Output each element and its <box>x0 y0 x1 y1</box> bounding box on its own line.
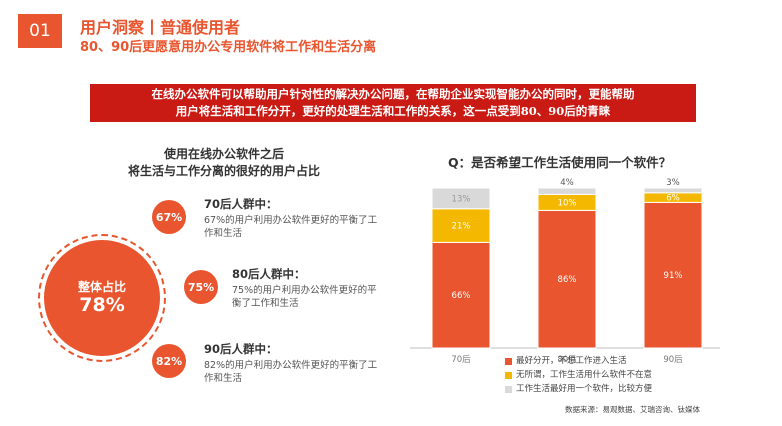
legend-label-best: 最好分开，不想工作进入生活 <box>516 356 627 366</box>
group-80-desc: 75%的用户利用办公软件更好的平衡了工作和生活 <box>232 285 377 309</box>
bar-same-1 <box>537 187 597 195</box>
bar-same-0 <box>431 187 491 210</box>
page-subtitle: 80、90后更愿意用办公专用软件将工作和生活分离 <box>80 40 377 55</box>
overall-circle: 整体占比 78% <box>44 240 160 356</box>
overall-label: 整体占比 <box>77 280 126 294</box>
data-label-indifferent-0: 21% <box>452 222 471 232</box>
chart-legend: 最好分开，不想工作进入生活 无所谓，工作生活用什么软件不在意 工作生活最好用一个… <box>505 354 652 396</box>
bar-same-2 <box>643 187 703 194</box>
data-label-same-0: 13% <box>452 194 471 204</box>
data-label-best-1: 86% <box>558 275 577 285</box>
bar-best-2 <box>643 201 703 349</box>
data-label-same-1: 4% <box>560 178 574 188</box>
data-label-best-2: 91% <box>664 271 683 281</box>
data-label-indifferent-1: 10% <box>558 198 577 208</box>
legend-item-same: 工作生活最好用一个软件，比较方便 <box>505 382 652 396</box>
banner-line-1: 在线办公软件可以帮助用户针对性的解决办公问题，在帮助企业实现智能办公的同时，更能… <box>151 87 635 101</box>
x-tick-label-0: 70后 <box>451 354 471 365</box>
page-title: 用户洞察丨普通使用者 <box>80 18 241 37</box>
overall-value: 78% <box>79 294 125 316</box>
legend-label-indifferent: 无所谓，工作生活用什么软件不在意 <box>516 370 653 380</box>
legend-swatch-best <box>505 357 512 365</box>
x-tick-label-2: 90后 <box>663 354 683 365</box>
summary-banner: 在线办公软件可以帮助用户针对性的解决办公问题，在帮助企业实现智能办公的同时，更能… <box>90 84 696 122</box>
data-source: 数据来源：易观数据、艾瑞咨询、钛媒体 <box>565 405 700 414</box>
bar-best-1 <box>537 209 597 349</box>
section-number-badge: 01 <box>18 14 62 48</box>
group-90-desc: 82%的用户利用办公软件更好的平衡了工作和生活 <box>204 360 378 384</box>
group-80-pct-circle: 75% <box>184 270 218 304</box>
group-90-pct-circle: 82% <box>152 344 186 378</box>
legend-item-best: 最好分开，不想工作进入生活 <box>505 354 652 368</box>
x-tick-label-1: 80后 <box>557 354 577 365</box>
banner-line-2: 用户将生活和工作分开，更好的处理生活和工作的关系，这一点受到80、90后的青睐 <box>175 104 611 118</box>
left-title-line-1: 使用在线办公软件之后 <box>163 147 284 161</box>
legend-label-same: 工作生活最好用一个软件，比较方便 <box>516 384 653 394</box>
data-label-best-0: 66% <box>452 291 471 301</box>
bar-best-0 <box>431 241 491 349</box>
data-label-same-2: 3% <box>666 178 680 188</box>
overall-circle-ring <box>38 234 166 362</box>
group-70-pct-circle: 67% <box>152 200 186 234</box>
left-title-line-2: 将生活与工作分离的很好的用户占比 <box>127 164 320 178</box>
group-90-title: 90后人群中： <box>204 342 278 356</box>
group-80-title: 80后人群中： <box>232 267 306 281</box>
group-70-title: 70后人群中： <box>204 197 278 211</box>
chart-title: Q：是否希望工作生活使用同一个软件？ <box>448 155 672 170</box>
left-section-title: 使用在线办公软件之后 将生活与工作分离的很好的用户占比 <box>104 146 344 180</box>
bar-indifferent-0 <box>431 208 491 243</box>
legend-item-indifferent: 无所谓，工作生活用什么软件不在意 <box>505 368 652 382</box>
stacked-bar-chart: 66% 21% 13% 70后 86% 10% 4% 80后 91% 6% 3% 90后 <box>410 178 720 365</box>
group-70-desc: 67%的用户利用办公软件更好的平衡了工作和生活 <box>204 215 378 239</box>
legend-swatch-same <box>505 385 512 393</box>
legend-swatch-indifferent <box>505 371 512 379</box>
data-label-indifferent-2: 6% <box>666 194 680 204</box>
